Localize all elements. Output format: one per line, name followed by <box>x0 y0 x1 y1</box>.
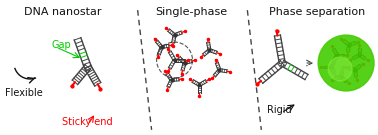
Circle shape <box>328 57 352 81</box>
Text: Single-phase: Single-phase <box>155 7 228 17</box>
Text: Rigid: Rigid <box>267 105 291 115</box>
Text: Sticky end: Sticky end <box>62 117 113 127</box>
Text: DNA nanostar: DNA nanostar <box>24 7 102 17</box>
Text: Gap: Gap <box>52 40 71 50</box>
Circle shape <box>318 35 374 91</box>
Text: Flexible: Flexible <box>5 88 43 98</box>
Text: Phase separation: Phase separation <box>269 7 365 17</box>
